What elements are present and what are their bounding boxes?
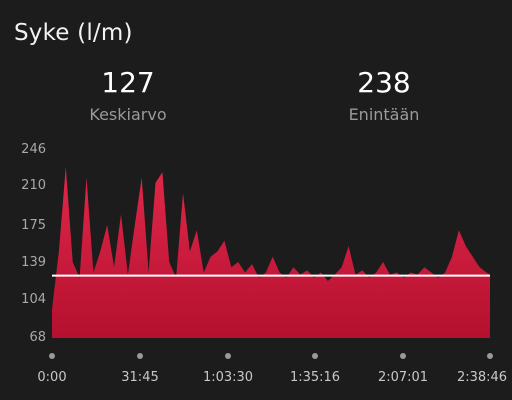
x-tick-dot: [312, 353, 318, 359]
maximum-value: 238: [357, 66, 411, 99]
x-tick-dot: [400, 353, 406, 359]
x-tick-label: 31:45: [121, 370, 159, 385]
x-tick-label: 1:03:30: [202, 370, 254, 385]
x-tick-dot: [137, 353, 143, 359]
average-value: 127: [101, 66, 155, 99]
x-tick-label: 1:35:16: [289, 370, 341, 385]
y-tick-label: 246: [21, 142, 46, 157]
x-tick-label: 2:38:46: [456, 370, 508, 385]
page-title: Syke (l/m): [14, 20, 133, 46]
y-tick-label: 139: [21, 255, 46, 270]
y-tick-label: 104: [21, 292, 46, 307]
x-tick-dot: [487, 353, 493, 359]
x-tick-dot: [225, 353, 231, 359]
average-stat: 127 Keskiarvo: [48, 66, 208, 124]
x-tick-label: 2:07:01: [377, 370, 429, 385]
y-tick-label: 68: [29, 330, 46, 345]
average-label: Keskiarvo: [89, 105, 167, 124]
y-tick-label: 175: [21, 218, 46, 233]
heart-rate-area: [52, 166, 490, 338]
maximum-stat: 238 Enintään: [304, 66, 464, 124]
x-tick-dot: [49, 353, 55, 359]
y-tick-label: 210: [21, 178, 46, 193]
maximum-label: Enintään: [348, 105, 420, 124]
x-tick-label: 0:00: [37, 370, 67, 385]
